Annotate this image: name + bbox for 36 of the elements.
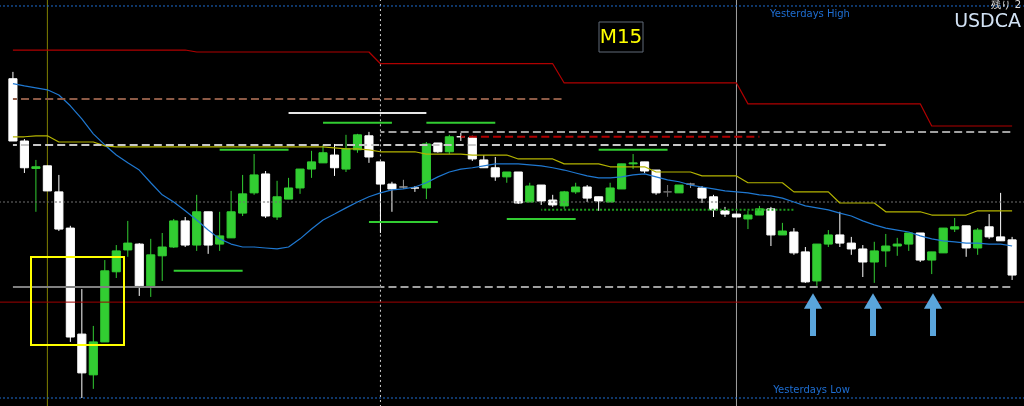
candlestick	[743, 210, 753, 230]
candlestick	[364, 131, 374, 164]
text: USDCA	[954, 9, 1021, 31]
candlestick	[973, 227, 983, 256]
candlestick	[329, 143, 340, 177]
candlestick	[525, 182, 535, 203]
candlestick	[272, 180, 282, 221]
candlestick	[996, 192, 1006, 242]
candlestick	[628, 153, 638, 170]
text: M15	[599, 24, 643, 48]
ref-line-label: Yesterdays High	[769, 8, 850, 19]
candlestick	[789, 227, 799, 256]
candlestick	[605, 182, 615, 203]
candlestick	[123, 220, 133, 258]
candlestick	[111, 244, 121, 279]
candlestick	[341, 134, 351, 173]
candlestick	[490, 156, 500, 182]
candlestick	[375, 161, 385, 234]
candlestick	[249, 153, 259, 196]
candlestick	[881, 233, 891, 268]
candlestick	[387, 181, 397, 213]
candlestick	[984, 213, 994, 240]
candlestick	[835, 211, 845, 248]
candlestick	[869, 241, 879, 284]
candlestick	[284, 177, 294, 200]
candlestick	[858, 244, 868, 278]
text: 残り 2	[991, 0, 1021, 10]
candlestick	[157, 232, 167, 282]
candlestick	[31, 159, 41, 213]
candlestick	[927, 251, 937, 275]
candlestick	[295, 168, 305, 195]
ref-line-label: Yesterdays Low	[772, 384, 850, 395]
candlestick	[961, 225, 971, 258]
candlestick	[238, 174, 248, 217]
candlestick	[306, 150, 317, 179]
candlestick	[536, 184, 546, 206]
